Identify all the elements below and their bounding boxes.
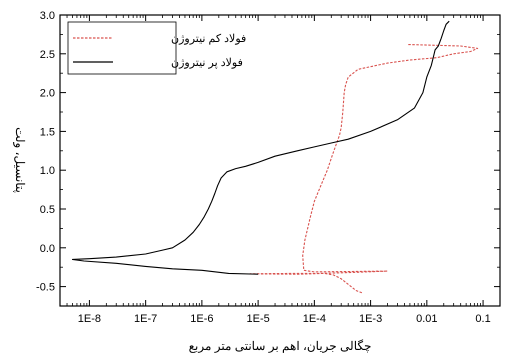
x-tick-label: 0.01 xyxy=(416,313,437,325)
x-tick-label: 1E-4 xyxy=(303,313,326,325)
y-tick-label: 0.0 xyxy=(40,243,55,255)
legend-label-high-nitrogen: فولاد پر نیتروژن xyxy=(171,57,243,69)
y-tick-label: 2.0 xyxy=(40,88,55,100)
series-layer xyxy=(71,20,479,294)
series-line-high-nitrogen xyxy=(71,20,450,275)
y-axis-title: پتانسیل، ولت xyxy=(13,127,27,193)
y-tick-label: 1.0 xyxy=(40,165,55,177)
x-axis-title: چگالی جریان، اهم بر سانتی متر مربع xyxy=(189,339,372,353)
series-line-low-nitrogen xyxy=(249,43,479,294)
x-tick-label: 1E-7 xyxy=(134,313,157,325)
legend-box xyxy=(67,21,177,75)
y-axis-tick-labels: -0.5 0.0 0.5 1.0 1.5 2.0 2.5 3.0 xyxy=(36,10,55,294)
plot-frame xyxy=(59,14,501,307)
y-tick-label: 1.5 xyxy=(40,126,55,138)
x-tick-label: 1E-5 xyxy=(246,313,269,325)
x-axis-tick-labels: 1E-8 1E-7 1E-6 1E-5 1E-4 1E-3 0.01 0.1 xyxy=(78,313,491,325)
x-axis-ticks xyxy=(59,15,501,306)
x-tick-label: 0.1 xyxy=(475,313,490,325)
legend-label-low-nitrogen: فولاد کم نیتروژن xyxy=(171,33,246,45)
y-tick-label: 0.5 xyxy=(40,204,55,216)
y-axis-ticks xyxy=(60,14,500,288)
y-tick-label: 3.0 xyxy=(40,10,55,22)
y-tick-label: -0.5 xyxy=(36,282,55,294)
x-tick-label: 1E-6 xyxy=(190,313,213,325)
x-tick-label: 1E-8 xyxy=(78,313,101,325)
x-tick-label: 1E-3 xyxy=(359,313,382,325)
legend: فولاد کم نیتروژن فولاد پر نیتروژن xyxy=(67,21,246,75)
y-tick-label: 2.5 xyxy=(40,49,55,61)
